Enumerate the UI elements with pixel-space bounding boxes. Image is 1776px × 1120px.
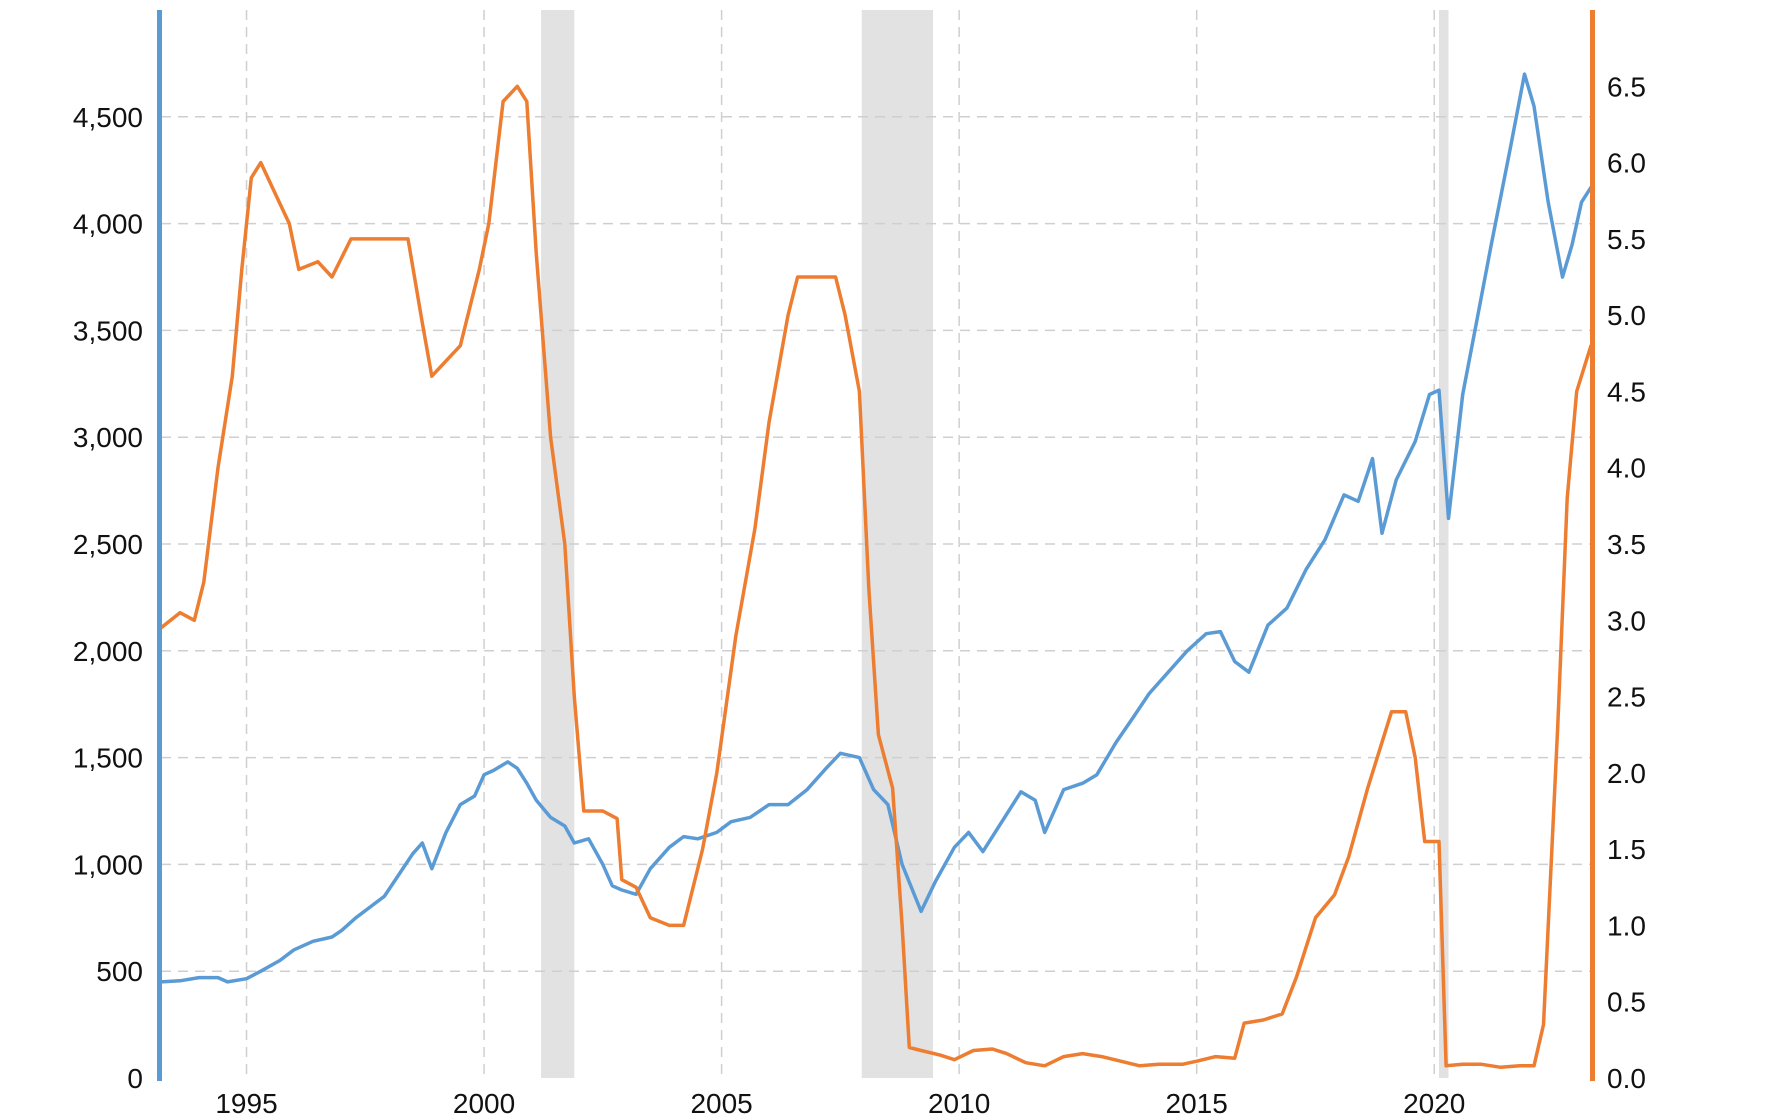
y-right-tick-label: 2.5 <box>1607 682 1646 713</box>
y-left-tick-label: 4,000 <box>73 209 143 240</box>
series-lines <box>159 72 1593 1070</box>
y-left-tick-label: 2,000 <box>73 636 143 667</box>
y-left-tick-label: 4,500 <box>73 102 143 133</box>
y-right-tick-label: 6.5 <box>1607 71 1646 102</box>
y-left-tick-label: 3,000 <box>73 422 143 453</box>
y-left-tick-label: 3,500 <box>73 315 143 346</box>
y-left-tick-label: 1,000 <box>73 849 143 880</box>
x-tick-label: 2010 <box>928 1088 990 1119</box>
left-axis-bar <box>157 10 162 1081</box>
y-right-tick-label: 4.5 <box>1607 376 1646 407</box>
grid-lines <box>161 10 1591 1078</box>
y-left-tick-label: 1,500 <box>73 743 143 774</box>
y-right-tick-label: 2.0 <box>1607 758 1646 789</box>
y-right-tick-label: 0.0 <box>1607 1063 1646 1094</box>
series-line-left-axis <box>159 72 1593 984</box>
x-tick-label: 2015 <box>1166 1088 1228 1119</box>
right-axis-tick-labels: 0.0 0.5 1.0 1.5 2.0 2.5 3.0 3.5 4.0 4.5 5.0 5.5 6.0 6… <box>1607 71 1646 1094</box>
x-axis-tick-labels: 1995 2000 2005 2010 2015 2020 <box>215 1088 1465 1119</box>
y-left-tick-label: 0 <box>127 1063 143 1094</box>
y-left-tick-label: 2,500 <box>73 529 143 560</box>
y-right-tick-label: 5.5 <box>1607 224 1646 255</box>
x-tick-label: 2000 <box>453 1088 515 1119</box>
y-right-tick-label: 6.0 <box>1607 148 1646 179</box>
y-right-tick-label: 1.0 <box>1607 910 1646 941</box>
left-axis-tick-labels: 0 500 1,000 1,500 2,000 2,500 3,000 3,500 4,000 4… <box>73 102 143 1094</box>
y-right-tick-label: 4.0 <box>1607 453 1646 484</box>
y-right-tick-label: 3.5 <box>1607 529 1646 560</box>
right-axis-bar <box>1590 10 1595 1081</box>
y-right-tick-label: 5.0 <box>1607 300 1646 331</box>
series-line-right-axis <box>159 84 1593 1070</box>
x-tick-label: 2005 <box>690 1088 752 1119</box>
y-right-tick-label: 0.5 <box>1607 987 1646 1018</box>
y-right-tick-label: 3.0 <box>1607 605 1646 636</box>
y-right-tick-label: 1.5 <box>1607 834 1646 865</box>
x-tick-label: 2020 <box>1403 1088 1465 1119</box>
x-tick-label: 1995 <box>215 1088 277 1119</box>
y-left-tick-label: 500 <box>96 956 143 987</box>
